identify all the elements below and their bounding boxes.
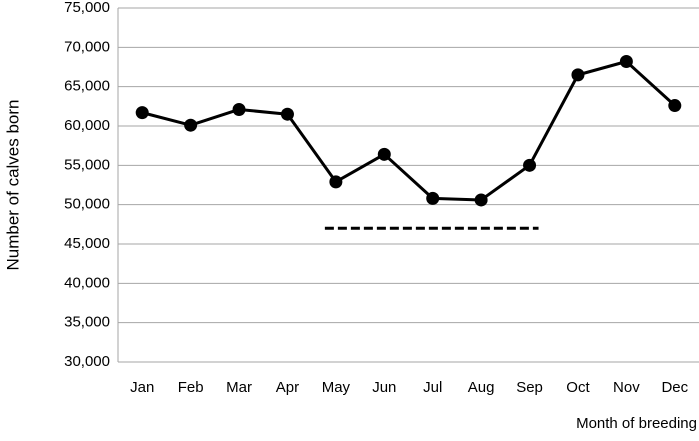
data-point	[426, 191, 440, 205]
data-point	[232, 102, 246, 116]
x-tick-label: Sep	[516, 379, 543, 396]
y-tick-label: 70,000	[64, 38, 110, 55]
y-tick-label: 50,000	[64, 196, 110, 213]
data-point	[135, 106, 149, 120]
y-tick-label: 30,000	[64, 353, 110, 370]
data-point	[474, 193, 488, 207]
x-tick-label: Jul	[423, 379, 442, 396]
x-tick-label: Jun	[372, 379, 396, 396]
y-tick-label: 75,000	[64, 0, 110, 16]
y-tick-label: 55,000	[64, 156, 110, 173]
data-point	[280, 107, 294, 121]
x-tick-label: Aug	[468, 379, 495, 396]
data-point	[523, 158, 537, 172]
data-line	[141, 59, 676, 202]
y-tick-label: 35,000	[64, 314, 110, 331]
x-tick-label: Feb	[178, 379, 204, 396]
x-tick-label: Apr	[276, 379, 299, 396]
y-tick-label: 60,000	[64, 117, 110, 134]
data-point	[184, 118, 198, 132]
y-tick-label: 65,000	[64, 78, 110, 95]
y-axis-title: Number of calves born	[3, 99, 22, 270]
x-tick-label: Jan	[130, 379, 154, 396]
y-tick-label: 40,000	[64, 274, 110, 291]
x-tick-label: Oct	[566, 379, 590, 396]
y-tick-label: 45,000	[64, 235, 110, 252]
data-point	[571, 68, 585, 82]
x-tick-label: Nov	[613, 379, 640, 396]
data-point	[619, 54, 633, 68]
x-tick-label: May	[322, 379, 351, 396]
data-point	[377, 147, 391, 161]
data-point	[329, 175, 343, 189]
x-tick-label: Dec	[661, 379, 688, 396]
data-point	[668, 99, 682, 113]
x-tick-label: Mar	[226, 379, 252, 396]
x-axis-title: Month of breeding	[576, 415, 697, 432]
